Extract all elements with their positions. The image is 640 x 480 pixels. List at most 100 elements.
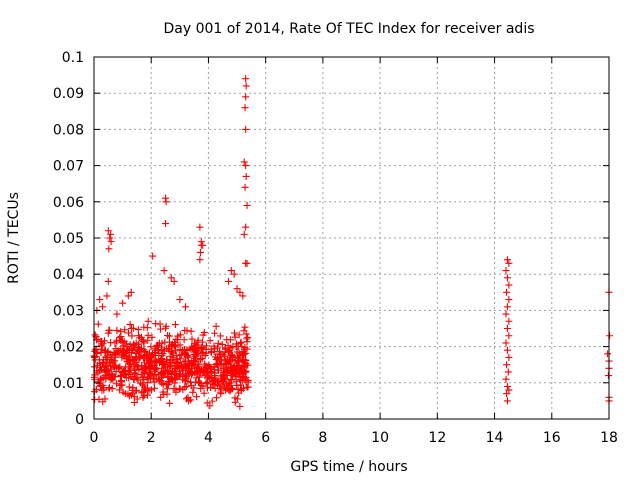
- data-point: [226, 336, 234, 344]
- data-point: [162, 324, 170, 332]
- data-point: [98, 386, 106, 394]
- data-point: [241, 104, 249, 112]
- data-point: [132, 370, 140, 378]
- data-point: [147, 343, 155, 351]
- data-point: [143, 324, 151, 332]
- data-point: [176, 355, 184, 363]
- data-point: [227, 369, 235, 377]
- data-point: [242, 125, 250, 133]
- data-point: [117, 377, 125, 385]
- data-point: [211, 345, 219, 353]
- data-point: [124, 390, 132, 398]
- data-point: [171, 321, 179, 329]
- data-point: [503, 274, 511, 282]
- data-point: [240, 374, 248, 382]
- data-point: [151, 361, 159, 369]
- data-point: [170, 384, 178, 392]
- data-point: [197, 356, 205, 364]
- data-point: [227, 357, 235, 365]
- data-point: [178, 351, 186, 359]
- y-tick-label: 0.02: [53, 340, 84, 356]
- data-point: [183, 352, 191, 360]
- data-point: [140, 346, 148, 354]
- data-point: [190, 339, 198, 347]
- data-point: [163, 381, 171, 389]
- data-point: [183, 327, 191, 335]
- y-axis-label: ROTI / TECUs: [6, 192, 22, 284]
- data-point: [119, 388, 127, 396]
- data-point: [190, 350, 198, 358]
- data-point: [503, 346, 511, 354]
- data-point: [98, 360, 106, 368]
- data-point: [208, 397, 216, 405]
- data-point: [163, 345, 171, 353]
- data-point: [182, 382, 190, 390]
- data-point: [236, 402, 244, 410]
- data-point: [150, 378, 158, 386]
- y-tick-label: 0.09: [53, 86, 84, 102]
- data-point: [124, 357, 132, 365]
- data-point: [128, 345, 136, 353]
- data-point: [206, 337, 214, 345]
- data-point: [213, 394, 221, 402]
- data-point: [221, 375, 229, 383]
- data-point: [242, 93, 250, 101]
- data-point: [126, 341, 134, 349]
- data-point: [242, 172, 250, 180]
- data-point: [151, 345, 159, 353]
- data-point: [91, 331, 99, 339]
- data-point: [505, 296, 513, 304]
- data-point: [191, 358, 199, 366]
- data-point: [241, 183, 249, 191]
- data-point: [176, 345, 184, 353]
- data-point: [189, 357, 197, 365]
- data-point: [151, 349, 159, 357]
- data-point: [104, 277, 112, 285]
- x-tick-label: 10: [371, 430, 389, 446]
- data-point: [241, 343, 249, 351]
- data-point: [121, 350, 129, 358]
- data-point: [239, 292, 247, 300]
- y-tick-label: 0.01: [53, 376, 84, 392]
- data-point: [110, 357, 118, 365]
- data-point: [238, 349, 246, 357]
- data-point: [113, 380, 121, 388]
- data-point: [237, 338, 245, 346]
- data-point: [243, 335, 251, 343]
- data-point: [168, 342, 176, 350]
- data-point: [604, 372, 612, 380]
- data-point: [238, 377, 246, 385]
- data-point: [242, 223, 250, 231]
- data-point: [139, 374, 147, 382]
- data-point: [157, 377, 165, 385]
- data-point: [216, 382, 224, 390]
- data-point: [226, 363, 234, 371]
- data-point: [155, 349, 163, 357]
- data-point: [240, 158, 248, 166]
- data-point: [105, 384, 113, 392]
- data-point: [127, 288, 135, 296]
- data-point: [203, 374, 211, 382]
- data-point: [236, 288, 244, 296]
- data-point: [218, 340, 226, 348]
- data-point: [503, 361, 511, 369]
- data-point: [200, 389, 208, 397]
- data-point: [140, 364, 148, 372]
- data-point: [182, 363, 190, 371]
- data-point: [222, 369, 230, 377]
- data-point: [144, 317, 152, 325]
- data-point: [96, 367, 104, 375]
- data-point: [186, 345, 194, 353]
- data-point: [235, 358, 243, 366]
- data-point: [99, 340, 107, 348]
- data-point: [148, 333, 156, 341]
- data-point: [104, 227, 112, 235]
- data-point: [166, 338, 174, 346]
- data-point: [114, 347, 122, 355]
- data-point: [172, 388, 180, 396]
- data-point: [240, 230, 248, 238]
- data-point: [215, 366, 223, 374]
- data-point: [122, 363, 130, 371]
- data-point: [230, 329, 238, 337]
- data-point: [189, 388, 197, 396]
